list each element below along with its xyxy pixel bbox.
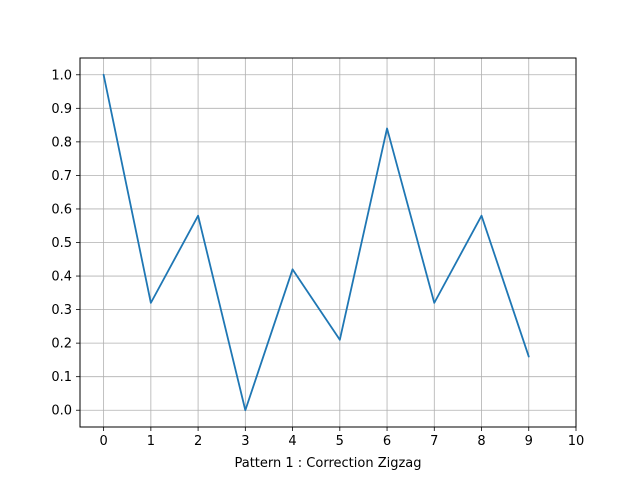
y-tick-label: 0.1 bbox=[51, 370, 72, 385]
y-tick-label: 0.3 bbox=[51, 303, 72, 318]
x-tick-label: 7 bbox=[430, 434, 438, 449]
x-tick-label: 9 bbox=[525, 434, 533, 449]
x-axis-label: Pattern 1 : Correction Zigzag bbox=[234, 456, 421, 471]
x-tick-label: 5 bbox=[336, 434, 344, 449]
y-tick-label: 0.0 bbox=[51, 404, 72, 419]
x-tick-label: 4 bbox=[288, 434, 296, 449]
x-tick-label: 2 bbox=[194, 434, 202, 449]
series-line bbox=[102, 73, 530, 412]
y-tick-label: 0.5 bbox=[51, 236, 72, 251]
x-tick-label: 3 bbox=[241, 434, 249, 449]
y-tick-label: 0.4 bbox=[51, 270, 72, 285]
grid-lines bbox=[80, 58, 577, 427]
y-tick-label: 0.9 bbox=[51, 102, 72, 117]
x-tick-label: 8 bbox=[477, 434, 485, 449]
y-tick-label: 0.6 bbox=[51, 202, 72, 217]
x-tick-label: 0 bbox=[99, 434, 107, 449]
y-tick-label: 1.0 bbox=[51, 68, 72, 83]
x-tick-label: 1 bbox=[147, 434, 155, 449]
x-tick-label: 6 bbox=[383, 434, 391, 449]
y-tick-label: 0.2 bbox=[51, 337, 72, 352]
y-tick-label: 0.7 bbox=[51, 169, 72, 184]
y-axis-ticks: 0.0 0.1 0.2 0.3 0.4 0.5 0.6 0.7 0.8 0.9 1.0 bbox=[51, 68, 80, 419]
y-tick-label: 0.8 bbox=[51, 135, 72, 150]
series-layer bbox=[102, 73, 530, 412]
x-axis-ticks: 0 1 2 3 4 5 6 7 8 9 10 bbox=[99, 427, 584, 449]
x-tick-label: 10 bbox=[568, 434, 585, 449]
